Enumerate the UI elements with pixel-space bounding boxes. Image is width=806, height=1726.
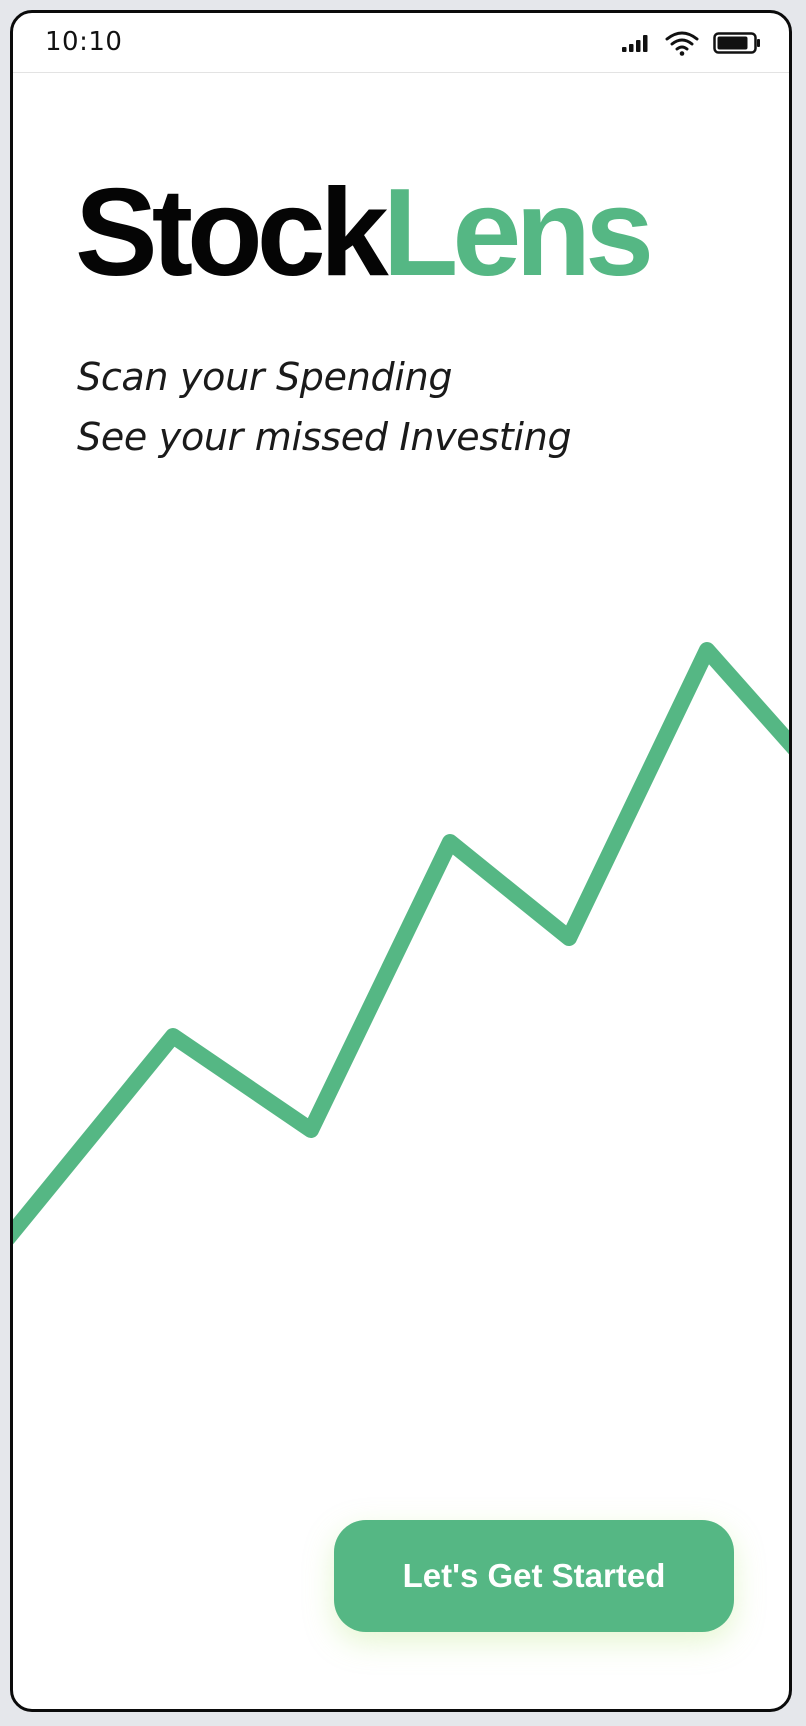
status-time: 10:10	[45, 27, 122, 57]
logo-word-stock: Stock	[75, 164, 383, 302]
wifi-icon	[665, 30, 699, 56]
battery-icon	[713, 31, 761, 55]
tagline-line-1: Scan your Spending	[77, 355, 452, 399]
phone-frame: 10:10	[10, 10, 792, 1712]
signal-icon	[621, 33, 651, 53]
logo-word-lens: Lens	[383, 164, 648, 302]
status-icons	[621, 29, 761, 57]
app-logo: StockLens	[75, 171, 648, 295]
tagline-line-2: See your missed Investing	[77, 415, 571, 459]
get-started-button[interactable]: Let's Get Started	[334, 1520, 734, 1632]
status-bar: 10:10	[13, 13, 789, 73]
